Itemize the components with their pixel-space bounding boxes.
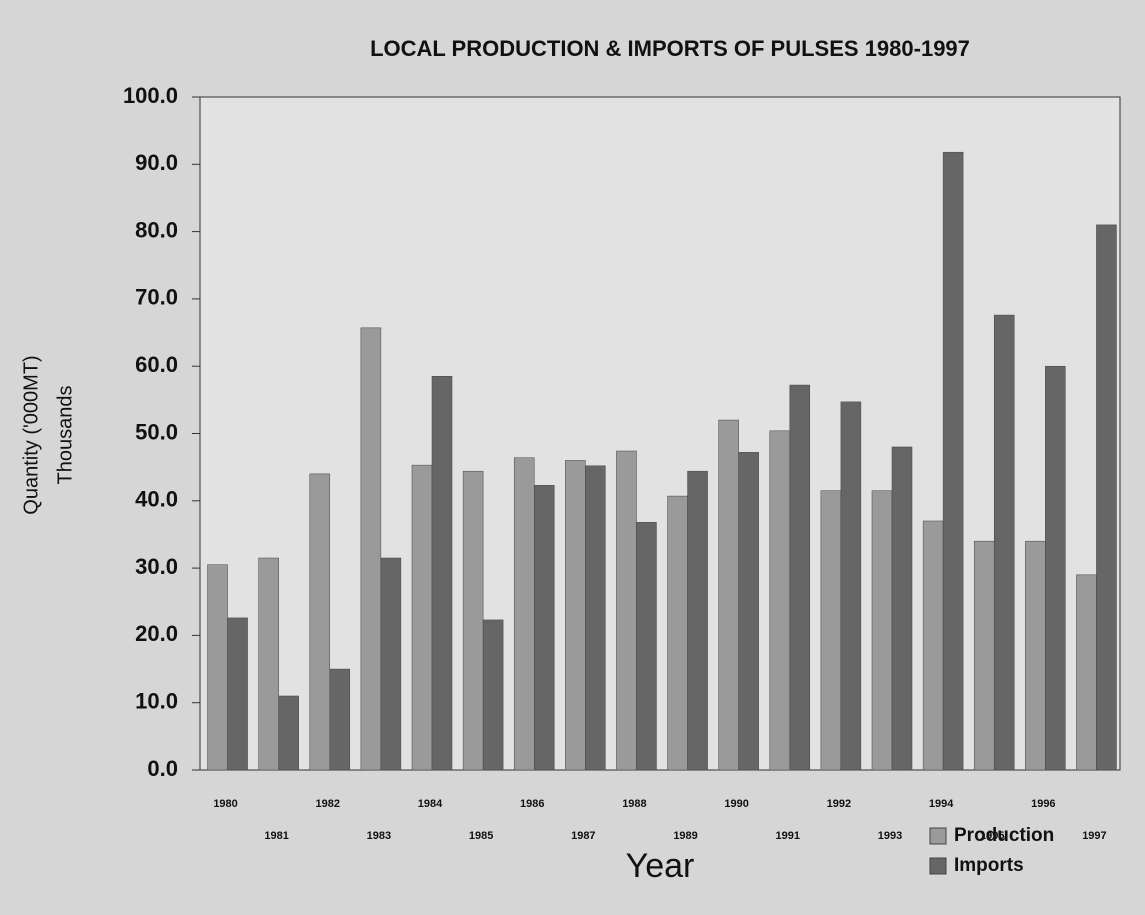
bar [840, 401, 862, 771]
bar [329, 668, 351, 771]
x-tick-label: 1981 [264, 830, 288, 842]
bar [820, 490, 842, 771]
legend-label: Production [954, 825, 1054, 846]
bar [411, 464, 433, 771]
x-tick-label: 1988 [622, 798, 646, 810]
x-tick-label: 1995 [980, 830, 1004, 842]
bar [891, 446, 913, 771]
legend-swatch [929, 857, 947, 875]
bar [718, 419, 739, 771]
bar [636, 522, 657, 771]
bar [1076, 574, 1097, 771]
bar [533, 485, 555, 771]
bar [667, 495, 688, 771]
x-tick-label: 1983 [367, 830, 391, 842]
bar [585, 465, 606, 771]
legend-swatch [929, 827, 947, 845]
x-tick-label: 1982 [316, 798, 340, 810]
y-tick-label: 60.0 [135, 352, 178, 377]
bar [973, 540, 995, 771]
bar [993, 314, 1015, 771]
y-tick-label: 90.0 [135, 150, 178, 175]
x-tick-label: 1986 [520, 798, 544, 810]
bar [462, 470, 484, 771]
y-tick-label: 40.0 [135, 487, 178, 512]
x-tick-label: 1989 [673, 830, 697, 842]
y-tick-label: 80.0 [135, 217, 178, 242]
y-tick-label: 100.0 [123, 83, 178, 108]
y-tick-label: 20.0 [135, 621, 178, 646]
x-tick-label: 1997 [1082, 830, 1106, 842]
bar [360, 327, 382, 771]
bar [380, 557, 402, 771]
bar [227, 617, 248, 771]
bar [1025, 540, 1046, 771]
bar [942, 151, 964, 771]
bar [207, 564, 228, 771]
y-tick-label: 0.0 [147, 756, 178, 781]
bar [922, 520, 944, 771]
y-axis-unit: Thousands [54, 386, 76, 485]
bar [738, 452, 759, 771]
x-tick-label: 1991 [776, 830, 800, 842]
x-tick-label: 1992 [827, 798, 851, 810]
bar [513, 457, 535, 771]
x-tick-label: 1980 [213, 798, 237, 810]
bar [687, 470, 708, 771]
y-tick-label: 70.0 [135, 285, 178, 310]
bar [1045, 365, 1066, 771]
bar [309, 473, 331, 771]
y-tick-label: 50.0 [135, 419, 178, 444]
bar [616, 450, 637, 771]
y-tick-label: 30.0 [135, 554, 178, 579]
x-axis-label: Year [626, 847, 695, 885]
x-tick-label: 1987 [571, 830, 595, 842]
bar [278, 695, 299, 771]
x-tick-label: 1984 [418, 798, 443, 810]
x-tick-label: 1994 [929, 798, 954, 810]
bar [769, 430, 791, 771]
bar [258, 557, 279, 771]
bar [871, 490, 893, 771]
bar [565, 460, 586, 771]
plot-area [199, 96, 1121, 771]
bar [482, 619, 504, 771]
bar [431, 376, 453, 771]
y-tick-label: 10.0 [135, 689, 178, 714]
x-tick-label: 1990 [724, 798, 748, 810]
y-axis-label: Quantity ('000MT) [20, 355, 42, 514]
x-tick-label: 1996 [1031, 798, 1055, 810]
x-tick-label: 1993 [878, 830, 902, 842]
bar [1096, 224, 1117, 771]
x-tick-label: 1985 [469, 830, 493, 842]
bar [789, 384, 811, 771]
chart-title: LOCAL PRODUCTION & IMPORTS OF PULSES 198… [370, 36, 970, 61]
legend-label: Imports [954, 855, 1024, 876]
